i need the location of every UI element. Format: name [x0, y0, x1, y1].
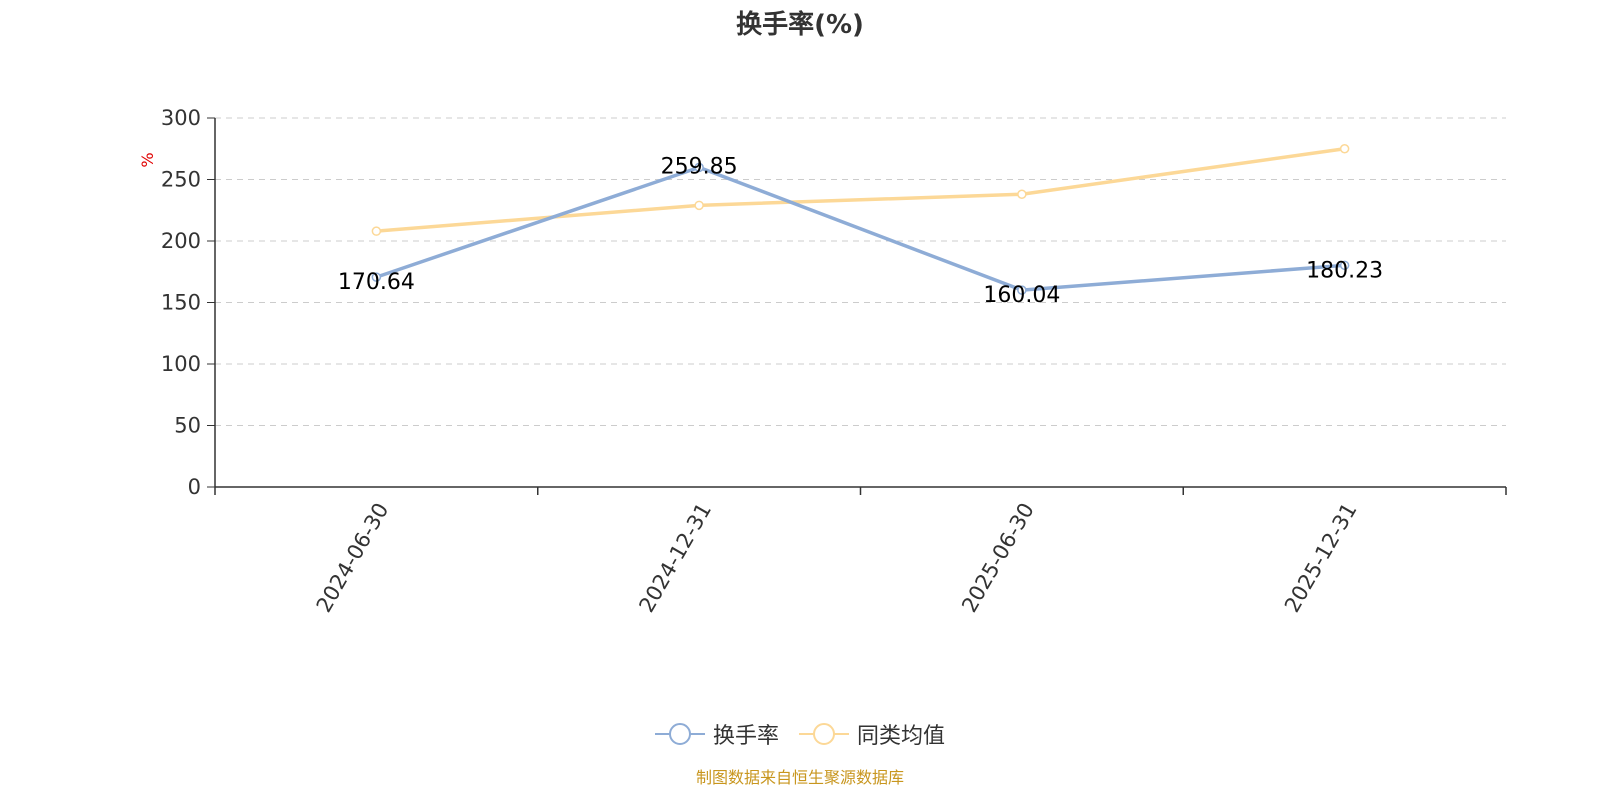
y-tick-label: 150: [161, 291, 201, 315]
data-point-peer-avg: [694, 200, 704, 211]
x-tick-label: 2024-06-30: [312, 499, 394, 617]
x-tick-label: 2025-12-31: [1280, 499, 1362, 617]
legend-label-peer-avg: 同类均值: [857, 724, 946, 749]
x-tick-label: 2024-12-31: [634, 499, 716, 617]
data-point-peer-avg: [371, 226, 382, 236]
data-label-turnover: 160.04: [983, 283, 1060, 308]
data-point-turnover: [1017, 285, 1027, 295]
y-tick-label: 250: [161, 168, 201, 192]
y-tick-label: 100: [161, 352, 201, 376]
y-tick-label: 0: [188, 475, 201, 499]
plot-area: 0 50 100 150 200 250 300 2024-06-30 2024-12-31 20…: [138, 106, 1507, 617]
y-tick-label: 200: [161, 229, 201, 253]
legend: 换手率 同类均值: [0, 718, 1600, 750]
legend-line-circle-icon: [799, 723, 849, 745]
data-point-peer-avg: [1339, 144, 1350, 154]
data-point-turnover: [1339, 260, 1350, 271]
y-tick-label: 300: [161, 106, 201, 130]
legend-label-turnover: 换手率: [712, 724, 779, 749]
series-line-turnover: [375, 165, 1345, 292]
legend-line-circle-icon: [654, 723, 705, 745]
data-label-turnover: 170.64: [338, 270, 415, 295]
x-tick-label: 2025-06-30: [957, 499, 1039, 617]
legend-item-turnover[interactable]: 换手率: [654, 718, 779, 750]
data-label-turnover: 259.85: [661, 154, 738, 179]
data-point-turnover: [694, 162, 704, 173]
source-note: 制图数据来自恒生聚源数据库: [695, 768, 904, 787]
y-tick-label: 50: [174, 414, 201, 438]
data-point-peer-avg: [1017, 189, 1027, 200]
data-label-turnover: 180.23: [1306, 258, 1383, 283]
legend-item-peer-avg[interactable]: 同类均值: [799, 718, 945, 750]
chart-title: 换手率(%): [736, 10, 864, 40]
series-line-peer-avg: [376, 147, 1345, 233]
y-axis-unit: %: [138, 152, 157, 167]
data-point-turnover: [371, 272, 382, 282]
